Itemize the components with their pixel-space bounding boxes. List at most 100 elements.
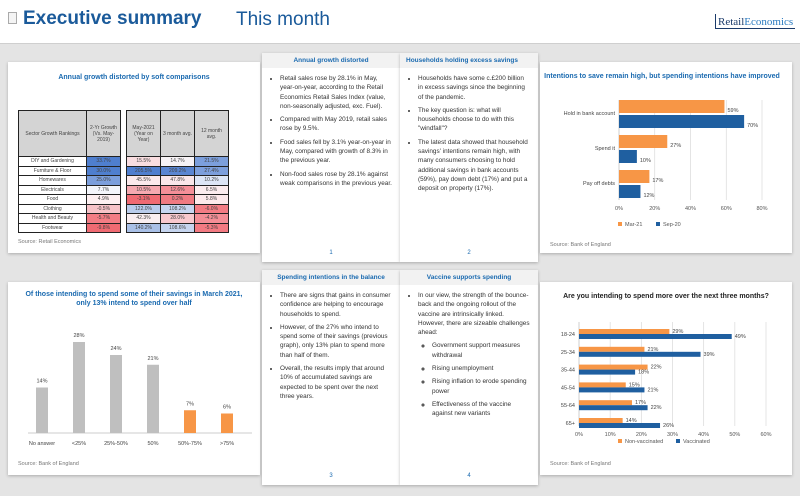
growth-cell: -3.1% <box>126 194 161 205</box>
data-label: 26% <box>663 423 674 429</box>
column-header: 12 month avg. <box>194 110 229 157</box>
growth-cell: 205.5% <box>126 165 161 176</box>
growth-cell: 108.2% <box>160 203 195 214</box>
x-tick-label: 60% <box>721 206 732 212</box>
bullet-item: Compared with May 2019, retail sales ros… <box>280 115 392 134</box>
bullet-item: Households have some c.£200 billion in e… <box>418 74 530 102</box>
sector-name: Health and Beauty <box>18 213 87 224</box>
page-3: Spending intentions in the balance There… <box>262 270 400 485</box>
bullet-text: Retail sales rose by 28.1% in May, year-… <box>280 75 386 110</box>
bullet-item: The latest data showed that household sa… <box>418 138 530 194</box>
bullet-list: There are signs that gains in consumer c… <box>262 285 400 401</box>
data-label: 21% <box>647 387 658 393</box>
table-row: Health and Beauty -5.7% 42.3% 28.0% -4.2% <box>18 213 229 224</box>
column-gap <box>120 175 127 185</box>
legend-swatch <box>618 222 622 226</box>
category-label: Pay off debts <box>583 181 615 187</box>
table-row: Footwear -9.8% 140.2% 108.6% -5.3% <box>18 222 229 233</box>
growth-cell: 5.8% <box>194 194 229 205</box>
data-label: 28% <box>73 333 84 339</box>
growth-cell: 4.9% <box>86 194 121 205</box>
card-title: Annual growth distorted by soft comparis… <box>58 74 210 81</box>
data-label: 12% <box>643 193 654 199</box>
sector-growth-table: Sector Growth Rankings 2-Yr Growth (Vs. M… <box>18 110 229 233</box>
data-label: 7% <box>186 401 194 407</box>
table-row: Homewares 25.0% 45.5% 47.8% 10.2% <box>18 175 229 186</box>
sector-name: Footwear <box>18 222 87 233</box>
growth-cell: 108.6% <box>160 222 195 233</box>
bar-mar-21 <box>619 100 725 113</box>
category-label: 25-34 <box>561 350 575 356</box>
bar-non-vaccinated <box>579 364 648 370</box>
growth-cell: -0.5% <box>86 203 121 214</box>
growth-cell: 25.0% <box>86 175 121 186</box>
x-tick-label: 60% <box>760 432 771 438</box>
bullet-text: Households have some c.£200 billion in e… <box>418 75 525 101</box>
data-label: 39% <box>704 352 715 358</box>
bar-vaccinated <box>579 334 732 339</box>
legend-label: Mar-21 <box>625 222 642 228</box>
growth-cell: 45.5% <box>126 175 161 186</box>
bullet-item: There are signs that gains in consumer c… <box>280 291 392 319</box>
data-label: 17% <box>652 178 663 184</box>
column-gap <box>120 194 127 204</box>
legend-swatch <box>676 439 680 443</box>
bullet-item: However, of the 27% who intend to spend … <box>280 323 392 360</box>
bullet-item: Overall, the results imply that around 1… <box>280 364 392 401</box>
column-gap <box>120 110 127 157</box>
bar-mar-21 <box>619 170 650 183</box>
x-tick-label: 80% <box>756 206 767 212</box>
growth-cell: 33.7% <box>86 156 121 167</box>
bullet-text: There are signs that gains in consumer c… <box>280 292 391 318</box>
growth-cell: 15.5% <box>126 156 161 167</box>
growth-cell: 30.0% <box>86 165 121 176</box>
spend-share-card: Of those intending to spend some of thei… <box>8 282 260 475</box>
legend-swatch <box>618 439 622 443</box>
bullet-list: Households have some c.£200 billion in e… <box>400 68 538 194</box>
bullet-text: Overall, the results imply that around 1… <box>280 365 385 400</box>
bullet-item: Non-food sales rose by 28.1% against wea… <box>280 170 392 189</box>
bar-mar-21 <box>619 135 668 148</box>
growth-table-card: Annual growth distorted by soft comparis… <box>8 62 260 253</box>
sub-bullet-text: Rising unemployment <box>432 365 494 373</box>
bar <box>147 364 159 433</box>
legend-label: Sep-20 <box>663 222 681 228</box>
x-tick-label: 20% <box>649 206 660 212</box>
spend-more-card: Are you intending to spend more over the… <box>540 282 792 475</box>
source-note: Source: Bank of England <box>550 242 611 248</box>
data-label: 10% <box>640 158 651 164</box>
spend-more-chart: 0% 10% 20% 30% 40% 50% 60% 18-24 29% 49% 25-34 21% 3… <box>561 322 772 445</box>
bar-non-vaccinated <box>579 382 626 388</box>
growth-cell: 28.0% <box>160 213 195 224</box>
column-header: 2-Yr Growth (Vs. May-2019) <box>86 110 121 157</box>
page-1: Annual growth distorted Retail sales ros… <box>262 53 400 262</box>
growth-cell: 10.2% <box>194 175 229 186</box>
category-label: <25% <box>72 441 86 447</box>
bar <box>184 410 196 433</box>
category-label: 55-64 <box>561 403 575 409</box>
sub-bullet-item: Rising unemployment <box>432 364 530 373</box>
sector-name: Homewares <box>18 175 87 186</box>
growth-cell: 42.3% <box>126 213 161 224</box>
header: Executive summary This month RetailEcono… <box>0 0 800 44</box>
bar-non-vaccinated <box>579 418 623 423</box>
growth-cell: -6.0% <box>194 203 229 214</box>
bar <box>110 355 122 433</box>
sub-bullet-list: Government support measures withdrawal Ri… <box>418 337 530 418</box>
column-gap <box>120 223 127 233</box>
column-header: May-2021 (Year on Year) <box>126 110 161 157</box>
column-header: Sector Growth Rankings <box>18 110 87 157</box>
page-2: Households holding excess savings Househ… <box>400 53 538 262</box>
data-label: 15% <box>629 382 640 388</box>
page-subtitle: This month <box>236 9 330 30</box>
bar-vaccinated <box>579 405 648 411</box>
bar-vaccinated <box>579 387 645 393</box>
sub-bullet-text: Government support measures withdrawal <box>432 342 521 359</box>
growth-cell: 0.2% <box>160 194 195 205</box>
sector-name: Electricals <box>18 184 87 195</box>
growth-cell: 14.7% <box>160 156 195 167</box>
data-label: 27% <box>670 143 681 149</box>
bar <box>73 342 85 433</box>
page-title: Executive summary <box>23 8 202 29</box>
bar <box>36 387 48 433</box>
